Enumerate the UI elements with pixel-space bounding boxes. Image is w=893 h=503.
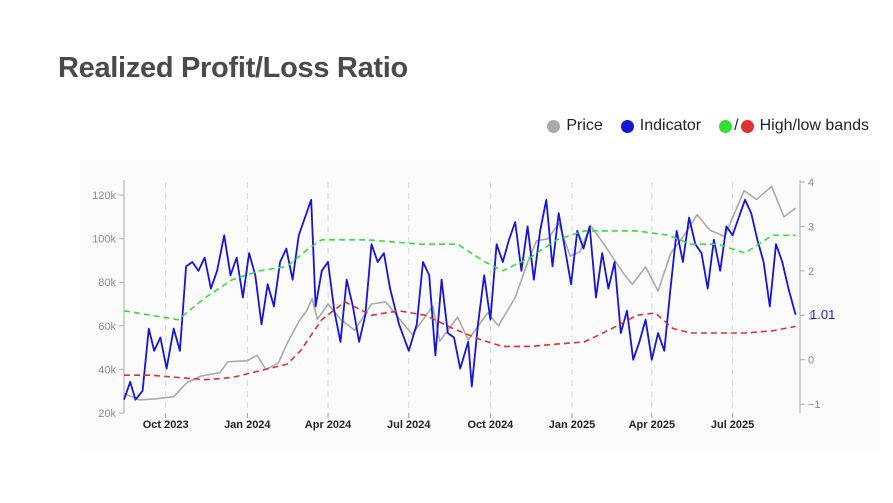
series-low-band — [124, 301, 796, 381]
legend: Price Indicator / High/low bands — [547, 117, 869, 135]
legend-price-label: Price — [566, 117, 603, 134]
chart-title: Realized Profit/Loss Ratio — [58, 52, 408, 84]
x-tick-label: Jul 2024 — [387, 419, 431, 431]
legend-indicator[interactable]: Indicator — [620, 117, 702, 135]
x-tick-label: Oct 2024 — [467, 419, 514, 431]
series-high-band — [123, 230, 796, 321]
y-left-tick-label: 120k — [92, 190, 116, 202]
x-tick-label: Oct 2023 — [143, 419, 189, 431]
indicator-dot-icon — [620, 119, 634, 133]
y-left-tick-label: 60k — [98, 321, 116, 333]
y-left-tick-label: 80k — [98, 277, 116, 289]
y-right-tick-label: 2 — [808, 266, 814, 278]
axes — [119, 180, 805, 418]
y-right-tick-label: 1 — [808, 310, 814, 322]
series-indicator — [123, 198, 797, 401]
low-band-dot-icon — [740, 119, 754, 133]
y-left-tick-label: 20k — [98, 408, 116, 420]
indicator-last-value: 1.01 — [810, 307, 835, 322]
series-lines — [123, 185, 797, 401]
y-left-tick-label: 100k — [92, 234, 116, 246]
x-tick-label: Apr 2024 — [305, 419, 352, 431]
legend-indicator-label: Indicator — [639, 117, 702, 134]
x-gridlines — [165, 182, 734, 413]
y-right-tick-label: −1 — [808, 399, 821, 411]
y-left-tick-label: 40k — [98, 364, 116, 376]
y-right-tick-label: 0 — [808, 355, 814, 367]
high-band-dot-icon — [719, 119, 733, 133]
legend-bands-slash: / — [734, 117, 739, 134]
price-dot-icon — [547, 119, 561, 133]
legend-bands-label: High/low bands — [759, 117, 869, 134]
x-tick-label: Jul 2025 — [711, 419, 754, 431]
x-tick-label: Apr 2025 — [629, 419, 675, 431]
tick-labels: Oct 2023 Jan 2024 Apr 2024 Jul 2024 Oct 2024… — [92, 177, 835, 431]
y-right-tick-label: 4 — [808, 177, 814, 189]
y-right-tick-label: 3 — [808, 221, 814, 233]
x-tick-label: Jan 2024 — [224, 419, 271, 431]
legend-price[interactable]: Price — [547, 117, 603, 135]
legend-bands[interactable]: / High/low bands — [719, 117, 869, 135]
x-tick-label: Jan 2025 — [549, 419, 595, 431]
